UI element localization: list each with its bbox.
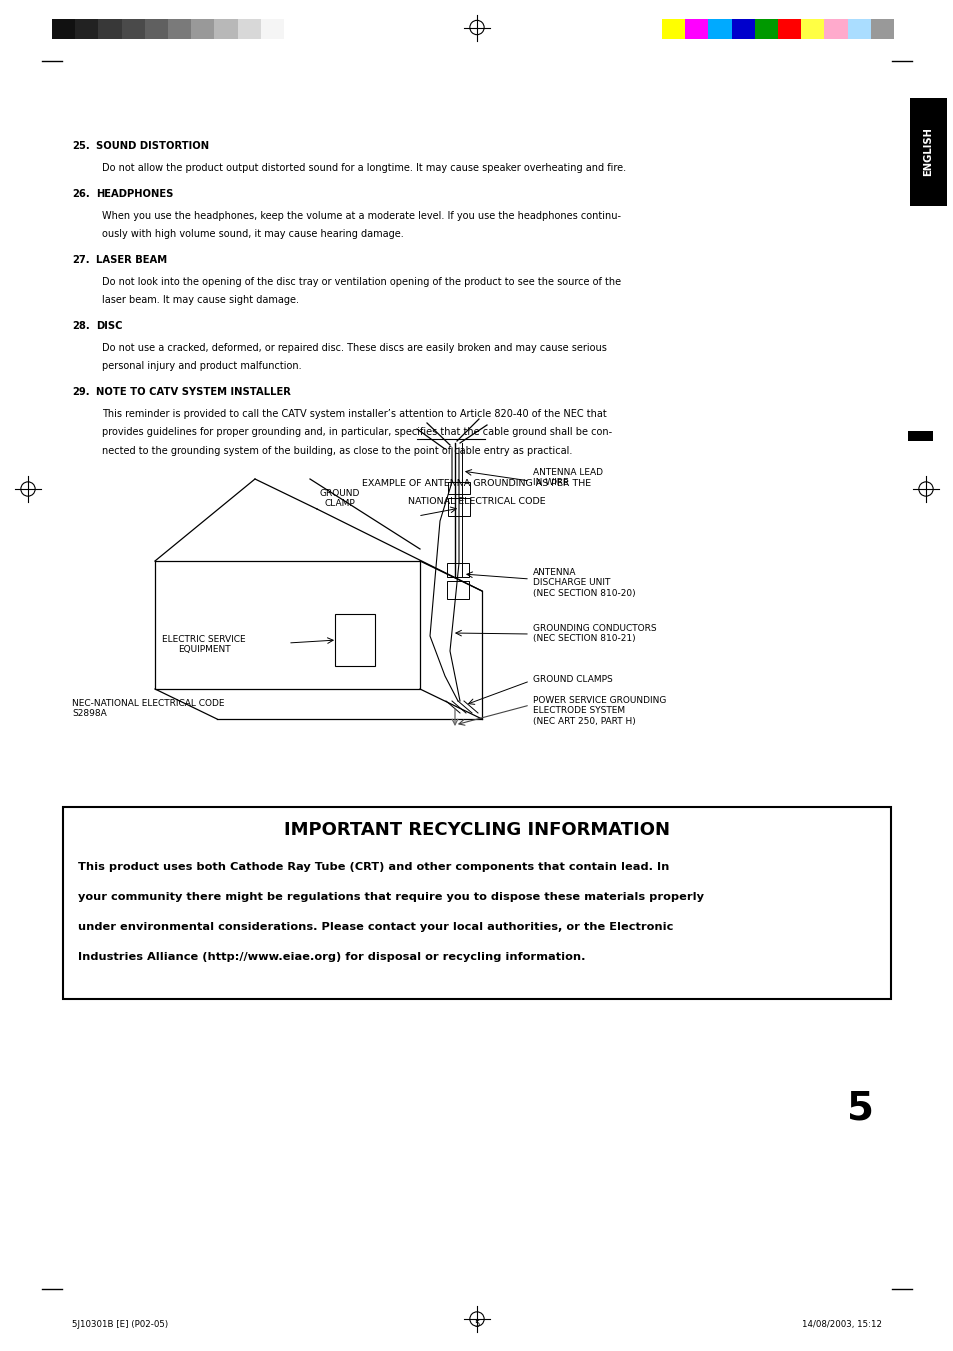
Bar [52,19,75,39]
Text: provides guidelines for proper grounding and, in particular, specifies that the : provides guidelines for proper grounding… [102,427,612,436]
Text: When you use the headphones, keep the volume at a moderate level. If you use the: When you use the headphones, keep the vo… [102,211,620,220]
Bar [63,807,890,998]
Bar [98,19,121,39]
Text: This product uses both Cathode Ray Tube (CRT) and other components that contain : This product uses both Cathode Ray Tube … [78,862,669,871]
Bar [75,19,98,39]
Bar [168,19,191,39]
Text: Do not look into the opening of the disc tray or ventilation opening of the prod: Do not look into the opening of the disc… [102,277,620,286]
Bar [907,431,932,440]
Text: 28.: 28. [71,320,90,331]
Bar [778,19,801,39]
Bar [237,19,260,39]
Bar [214,19,237,39]
Text: 5J10301B [E] (P02-05): 5J10301B [E] (P02-05) [71,1320,168,1329]
Text: LASER BEAM: LASER BEAM [96,254,167,265]
Text: Do not use a cracked, deformed, or repaired disc. These discs are easily broken : Do not use a cracked, deformed, or repai… [102,343,606,353]
Text: ously with high volume sound, it may cause hearing damage.: ously with high volume sound, it may cau… [102,230,403,239]
Bar [121,19,145,39]
Bar [684,19,708,39]
Bar [145,19,168,39]
Text: ANTENNA
DISCHARGE UNIT
(NEC SECTION 810-20): ANTENNA DISCHARGE UNIT (NEC SECTION 810-… [533,567,635,597]
Text: 5: 5 [474,1320,479,1329]
Text: 5: 5 [845,1089,873,1127]
Text: IMPORTANT RECYCLING INFORMATION: IMPORTANT RECYCLING INFORMATION [284,821,669,839]
Bar [801,19,823,39]
Text: 14/08/2003, 15:12: 14/08/2003, 15:12 [801,1320,882,1329]
Text: ELECTRIC SERVICE
EQUIPMENT: ELECTRIC SERVICE EQUIPMENT [162,635,246,654]
Bar [708,19,731,39]
Bar [870,19,893,39]
Text: GROUND CLAMPS: GROUND CLAMPS [533,676,612,684]
Bar [191,19,214,39]
Bar [661,19,684,39]
Bar [909,99,946,205]
Text: This reminder is provided to call the CATV system installer’s attention to Artic: This reminder is provided to call the CA… [102,408,606,419]
Bar [754,19,778,39]
Text: GROUNDING CONDUCTORS
(NEC SECTION 810-21): GROUNDING CONDUCTORS (NEC SECTION 810-21… [533,624,656,643]
Text: HEADPHONES: HEADPHONES [96,189,173,199]
Text: ENGLISH: ENGLISH [923,127,933,177]
Bar [260,19,284,39]
Text: laser beam. It may cause sight damage.: laser beam. It may cause sight damage. [102,295,298,305]
Text: NOTE TO CATV SYSTEM INSTALLER: NOTE TO CATV SYSTEM INSTALLER [96,386,291,396]
Text: under environmental considerations. Please contact your local authorities, or th: under environmental considerations. Plea… [78,921,673,932]
Text: personal injury and product malfunction.: personal injury and product malfunction. [102,361,301,372]
Bar [447,581,469,598]
Text: 27.: 27. [71,254,90,265]
Bar [448,482,470,494]
Text: your community there might be regulations that require you to dispose these mate: your community there might be regulation… [78,892,703,902]
Text: NEC-NATIONAL ELECTRICAL CODE
S2898A: NEC-NATIONAL ELECTRICAL CODE S2898A [71,698,224,719]
Bar [823,19,846,39]
Text: 26.: 26. [71,189,90,199]
Text: POWER SERVICE GROUNDING
ELECTRODE SYSTEM
(NEC ART 250, PART H): POWER SERVICE GROUNDING ELECTRODE SYSTEM… [533,696,666,725]
Bar [335,613,375,666]
Bar [448,499,470,516]
Text: ANTENNA LEAD
IN WIRE: ANTENNA LEAD IN WIRE [533,467,602,488]
Text: GROUND
CLAMP: GROUND CLAMP [319,489,360,508]
Bar [447,563,469,577]
Bar [731,19,754,39]
Text: Industries Alliance (http://www.eiae.org) for disposal or recycling information.: Industries Alliance (http://www.eiae.org… [78,952,585,962]
Text: nected to the grounding system of the building, as close to the point of cable e: nected to the grounding system of the bu… [102,446,572,455]
Text: SOUND DISTORTION: SOUND DISTORTION [96,141,209,151]
Text: EXAMPLE OF ANTENNA GROUNDING AS PER THE: EXAMPLE OF ANTENNA GROUNDING AS PER THE [362,480,591,488]
Text: 25.: 25. [71,141,90,151]
Text: Do not allow the product output distorted sound for a longtime. It may cause spe: Do not allow the product output distorte… [102,163,625,173]
Text: NATIONAL ELECTRICAL CODE: NATIONAL ELECTRICAL CODE [408,497,545,505]
Text: 29.: 29. [71,386,90,396]
Bar [846,19,870,39]
Text: DISC: DISC [96,320,122,331]
